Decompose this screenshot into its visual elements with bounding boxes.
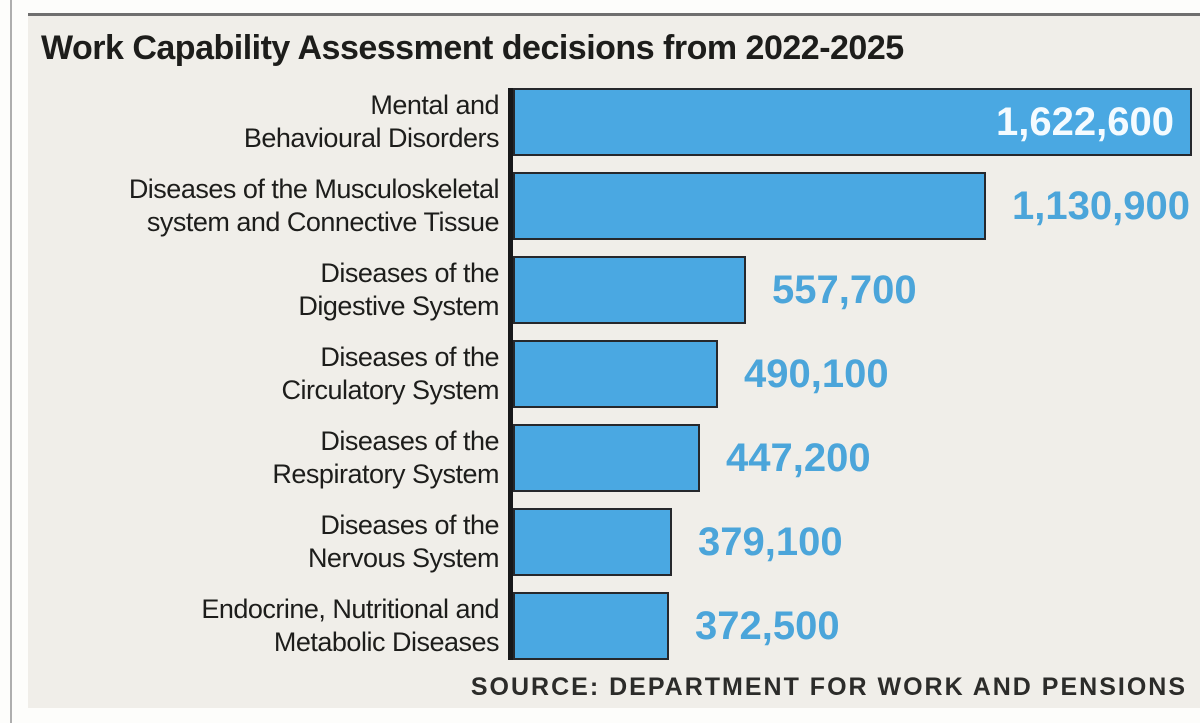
bar [513, 340, 718, 408]
category-label: Diseases of the Digestive System [298, 258, 499, 321]
bar-row: Diseases of the Respiratory System 447,20… [28, 424, 1200, 492]
bar-row: Mental and Behavioural Disorders 1,622,60… [28, 88, 1200, 156]
bar [513, 256, 746, 324]
bar [513, 508, 672, 576]
category-label: Diseases of the Nervous System [307, 510, 500, 573]
value-label: 447,200 [726, 435, 871, 480]
bar-track: 490,100 [513, 340, 1192, 408]
value-label: 1,130,900 [1012, 183, 1190, 228]
bar-row: Diseases of the Musculoskeletal system a… [28, 172, 1200, 240]
bar-track: 447,200 [513, 424, 1192, 492]
category-label: Diseases of the Respiratory System [272, 426, 499, 489]
bar-chart-plot-area: Mental and Behavioural Disorders 1,622,60… [28, 88, 1200, 660]
category-label: Mental and Behavioural Disorders [243, 90, 500, 153]
bar-row: Diseases of the Nervous System 379,100 [28, 508, 1200, 576]
chart-title: Work Capability Assessment decisions fro… [41, 29, 904, 67]
source-credit: SOURCE: DEPARTMENT FOR WORK AND PENSIONS [470, 673, 1187, 701]
bar-row: Diseases of the Circulatory System 490,10… [28, 340, 1200, 408]
value-label: 372,500 [695, 603, 840, 648]
value-label: 557,700 [772, 267, 917, 312]
value-label: 379,100 [698, 519, 843, 564]
bar-track: 1,130,900 [513, 172, 1192, 240]
bar-row: Diseases of the Digestive System 557,700 [28, 256, 1200, 324]
category-label: Diseases of the Musculoskeletal system a… [128, 174, 500, 237]
left-border-line [10, 0, 12, 723]
category-label: Diseases of the Circulatory System [281, 342, 499, 405]
bar [513, 424, 700, 492]
value-label: 490,100 [744, 351, 889, 396]
bar: 1,622,600 [513, 88, 1192, 156]
bar-track: 1,622,600 [513, 88, 1192, 156]
category-label: Endocrine, Nutritional and Metabolic Dis… [201, 594, 499, 657]
bar-track: 372,500 [513, 592, 1192, 660]
bar-track: 557,700 [513, 256, 1192, 324]
value-label: 1,622,600 [996, 99, 1174, 144]
y-axis-line [508, 88, 513, 660]
bar [513, 172, 986, 240]
chart-panel: Work Capability Assessment decisions fro… [28, 13, 1200, 708]
bar [513, 592, 669, 660]
bar-row: Endocrine, Nutritional and Metabolic Dis… [28, 592, 1200, 660]
bar-track: 379,100 [513, 508, 1192, 576]
